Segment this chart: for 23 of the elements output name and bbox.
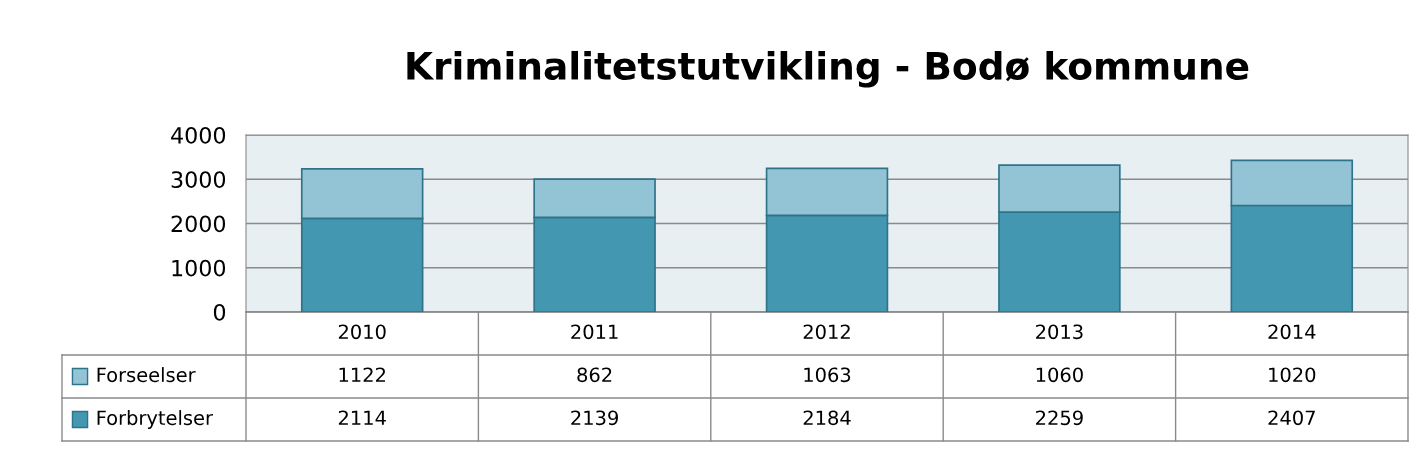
- y-tick-label: 4000: [171, 126, 226, 144]
- data-label: 1060: [1036, 367, 1083, 383]
- legend-label: Forseelser: [97, 367, 196, 383]
- x-tick-label: 2013: [1036, 324, 1083, 340]
- y-tick-label: 2000: [171, 215, 226, 233]
- data-label: 2407: [1268, 410, 1315, 426]
- y-tick-label: 0: [213, 303, 226, 321]
- data-label: 1063: [804, 367, 851, 383]
- x-tick-label: 2014: [1268, 324, 1316, 340]
- x-tick-label: 2010: [338, 324, 386, 340]
- data-label: 2184: [803, 410, 851, 426]
- data-label: 2259: [1036, 410, 1083, 426]
- data-label: 2139: [571, 410, 618, 426]
- x-tick-label: 2011: [571, 324, 618, 340]
- x-tick-label: 2012: [803, 324, 850, 340]
- data-label: 1020: [1269, 367, 1316, 383]
- y-tick-label: 3000: [171, 171, 226, 189]
- y-tick-label: 1000: [172, 259, 226, 277]
- data-label: 862: [577, 367, 612, 383]
- data-label: 2114: [338, 410, 386, 425]
- chart-title: Kriminalitetstutvikling - Bodø kommune: [407, 50, 1249, 88]
- data-label: 1122: [339, 367, 385, 382]
- legend-label: Forbrytelser: [97, 410, 213, 429]
